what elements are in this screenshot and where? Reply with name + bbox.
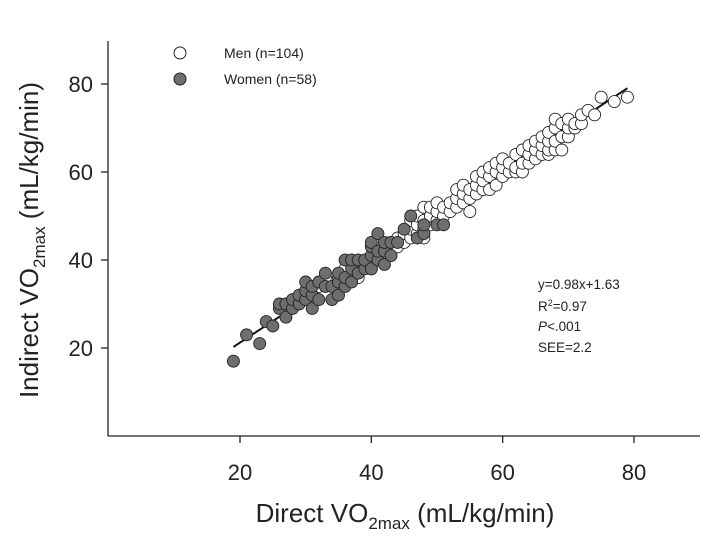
regression-equation: y=0.98x+1.63 xyxy=(538,277,620,292)
x-tick-label: 40 xyxy=(359,460,383,485)
legend-women-label: Women (n=58) xyxy=(224,71,317,87)
legend-men-marker xyxy=(173,46,187,60)
y-tick-label: 80 xyxy=(69,72,93,97)
women-data-point xyxy=(404,209,418,223)
men-data-point xyxy=(489,178,503,192)
women-data-point xyxy=(345,275,359,289)
r-squared: R2=0.97 xyxy=(538,298,587,314)
women-data-point xyxy=(305,301,319,315)
men-data-point xyxy=(607,95,621,109)
men-data-point xyxy=(463,205,477,219)
men-data-point xyxy=(588,108,602,122)
women-data-point xyxy=(279,310,293,324)
y-axis-title: Indirect VO2max (mL/kg/min) xyxy=(14,82,49,398)
x-axis-title: Direct VO2max (mL/kg/min) xyxy=(256,498,555,533)
legend-men-label: Men (n=104) xyxy=(224,45,304,61)
women-data-point xyxy=(312,293,326,307)
y-tick-label: 20 xyxy=(69,336,93,361)
x-tick-label: 60 xyxy=(490,460,514,485)
men-data-point xyxy=(594,90,608,104)
women-data-point xyxy=(371,227,385,241)
legend-women-marker xyxy=(173,72,187,86)
men-data-point xyxy=(620,90,634,104)
women-data-point xyxy=(397,222,411,236)
women-data-point xyxy=(384,249,398,263)
x-tick-label: 20 xyxy=(228,460,252,485)
y-tick-label: 40 xyxy=(69,248,93,273)
women-data-point xyxy=(240,328,254,342)
axis-ticks: 20 40 60 80 20 40 60 80 xyxy=(69,72,647,485)
women-data-point xyxy=(437,218,451,232)
women-data-point xyxy=(364,262,378,276)
women-data-point xyxy=(391,235,405,249)
y-tick-label: 60 xyxy=(69,160,93,185)
women-data-point xyxy=(266,319,280,333)
women-data-point xyxy=(332,288,345,302)
regression-stats: y=0.98x+1.63 R2=0.97 P<.001 SEE=2.2 xyxy=(538,277,620,355)
x-tick-label: 80 xyxy=(622,460,646,485)
women-data-point xyxy=(417,218,431,232)
women-data-point xyxy=(318,266,332,280)
data-points xyxy=(226,90,634,368)
women-data-point xyxy=(226,354,240,368)
p-value: P<.001 xyxy=(538,319,581,334)
men-data-point xyxy=(555,143,569,157)
women-data-point xyxy=(364,235,378,249)
women-data-point xyxy=(378,257,391,271)
see-value: SEE=2.2 xyxy=(538,340,592,355)
women-data-point xyxy=(253,337,267,351)
legend: Men (n=104) Women (n=58) xyxy=(173,45,317,87)
